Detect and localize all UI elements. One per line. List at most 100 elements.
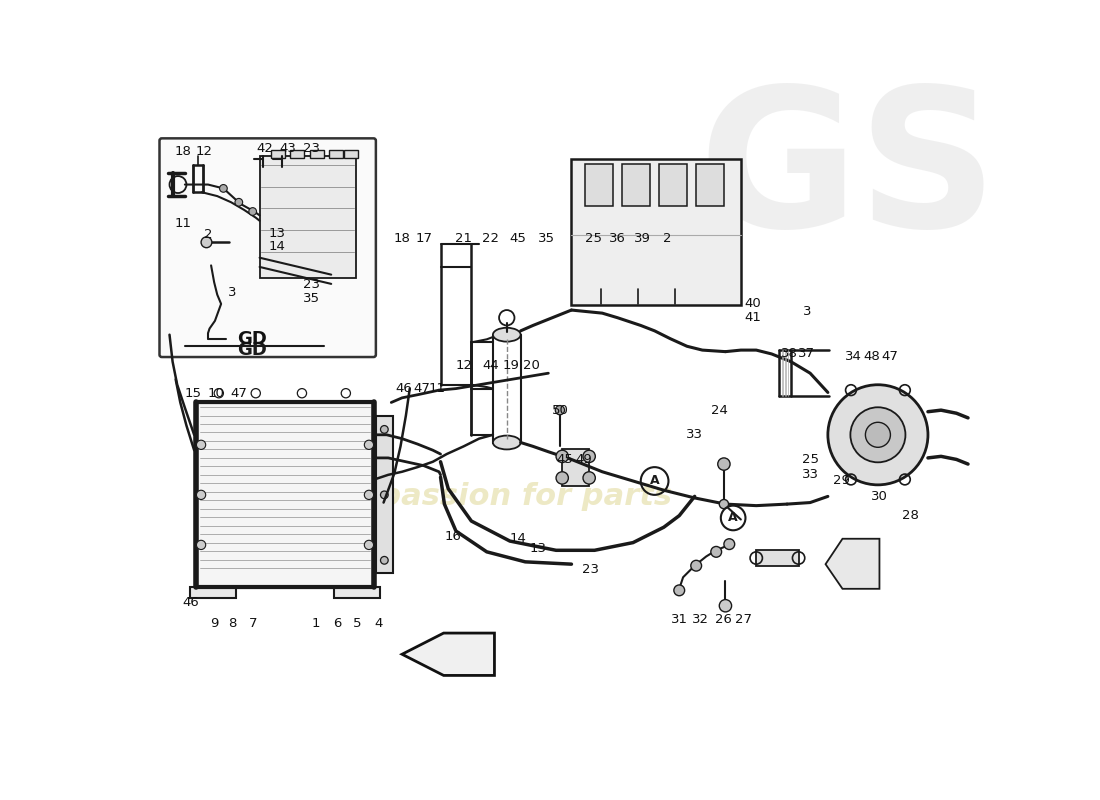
Text: 35: 35 — [538, 232, 556, 245]
Circle shape — [381, 557, 388, 564]
Text: 46: 46 — [395, 382, 412, 395]
Ellipse shape — [493, 435, 520, 450]
Text: 34: 34 — [845, 350, 861, 362]
Text: GD: GD — [236, 330, 267, 347]
Text: 45: 45 — [509, 232, 526, 245]
Text: 40: 40 — [744, 298, 761, 310]
Text: 39: 39 — [634, 232, 651, 245]
Circle shape — [235, 198, 243, 206]
Text: 24: 24 — [711, 404, 728, 417]
Bar — [562, 449, 590, 486]
Bar — [659, 164, 686, 206]
Bar — [696, 164, 724, 206]
Text: 46: 46 — [182, 596, 199, 609]
Text: 2: 2 — [663, 232, 672, 245]
Text: 25: 25 — [584, 232, 602, 245]
Text: 42: 42 — [256, 142, 274, 155]
Text: 44: 44 — [482, 359, 499, 372]
Circle shape — [364, 440, 374, 450]
Circle shape — [220, 185, 228, 192]
Circle shape — [719, 599, 732, 612]
Text: 37: 37 — [798, 347, 815, 361]
Text: 3: 3 — [803, 305, 812, 318]
Bar — [329, 150, 343, 158]
Text: 21: 21 — [455, 232, 472, 245]
Polygon shape — [403, 633, 495, 675]
Text: 2: 2 — [204, 228, 212, 241]
Text: 12: 12 — [196, 145, 212, 158]
Circle shape — [556, 406, 564, 414]
Text: 38: 38 — [781, 347, 798, 361]
Text: 45: 45 — [557, 453, 573, 466]
Circle shape — [711, 546, 722, 558]
Text: 20: 20 — [522, 359, 540, 372]
Text: 14: 14 — [509, 532, 526, 546]
Text: GD: GD — [236, 341, 267, 359]
Text: 13: 13 — [268, 226, 286, 239]
Circle shape — [691, 560, 702, 571]
Text: A: A — [728, 511, 738, 525]
Text: 36: 36 — [609, 232, 626, 245]
Circle shape — [674, 585, 684, 596]
Circle shape — [719, 499, 728, 509]
Text: 19: 19 — [503, 359, 520, 372]
Circle shape — [381, 491, 388, 498]
Bar — [376, 416, 393, 574]
Text: 18: 18 — [394, 232, 410, 245]
Text: 50: 50 — [551, 404, 569, 417]
Text: 26: 26 — [715, 613, 732, 626]
Text: 11: 11 — [174, 217, 191, 230]
Ellipse shape — [493, 328, 520, 342]
Text: 35: 35 — [302, 292, 320, 305]
Text: 6: 6 — [333, 617, 342, 630]
Circle shape — [557, 450, 569, 462]
Circle shape — [197, 440, 206, 450]
Text: GS: GS — [698, 79, 999, 267]
Text: 18: 18 — [174, 145, 191, 158]
Text: 15: 15 — [184, 387, 201, 401]
Text: a passion for parts: a passion for parts — [348, 482, 672, 511]
Bar — [260, 156, 356, 278]
Text: 29: 29 — [833, 474, 849, 487]
Text: 3: 3 — [229, 286, 236, 299]
Circle shape — [249, 208, 256, 215]
Text: 9: 9 — [210, 617, 219, 630]
Text: 8: 8 — [229, 617, 236, 630]
Text: 1: 1 — [311, 617, 320, 630]
Bar — [310, 150, 323, 158]
Text: 49: 49 — [575, 453, 592, 466]
Text: 47: 47 — [230, 387, 248, 401]
Text: 12: 12 — [455, 359, 472, 372]
Bar — [196, 402, 374, 587]
Text: 4: 4 — [375, 617, 383, 630]
Text: 32: 32 — [692, 613, 710, 626]
Bar — [290, 150, 305, 158]
Text: 11: 11 — [428, 382, 446, 395]
FancyBboxPatch shape — [160, 138, 376, 357]
Bar — [757, 550, 799, 566]
Text: 22: 22 — [482, 232, 499, 245]
Text: 23: 23 — [302, 278, 320, 291]
Text: 28: 28 — [902, 509, 918, 522]
Polygon shape — [825, 538, 880, 589]
Text: 23: 23 — [302, 142, 320, 155]
Text: 33: 33 — [802, 468, 818, 482]
Text: 16: 16 — [444, 530, 461, 543]
Text: 47: 47 — [414, 382, 430, 395]
Circle shape — [381, 426, 388, 434]
Text: 10: 10 — [207, 387, 224, 401]
Text: 30: 30 — [871, 490, 888, 503]
Circle shape — [850, 407, 905, 462]
Circle shape — [201, 237, 212, 248]
Text: A: A — [650, 474, 659, 487]
Bar — [585, 164, 613, 206]
Circle shape — [724, 538, 735, 550]
Text: 31: 31 — [671, 613, 688, 626]
Bar — [623, 164, 650, 206]
Text: 48: 48 — [864, 350, 880, 362]
Text: 47: 47 — [882, 350, 899, 362]
Text: 7: 7 — [249, 617, 257, 630]
Text: 5: 5 — [353, 617, 362, 630]
Text: 13: 13 — [529, 542, 546, 555]
Text: 23: 23 — [582, 563, 600, 576]
